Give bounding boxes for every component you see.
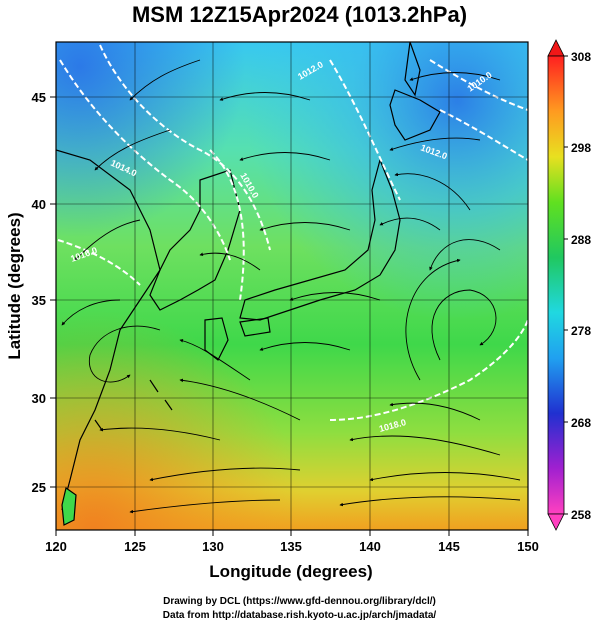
x-axis-title: Longitude (degrees)	[209, 562, 372, 581]
y-tick-labels: 25 30 35 40 45	[32, 90, 46, 495]
colorbar-top-cap	[547, 39, 565, 57]
y-axis-title: Latitude (degrees)	[5, 212, 24, 359]
x-tick-label: 135	[280, 539, 302, 554]
plot-frame	[55, 41, 529, 531]
colorbar-tick-label: 288	[571, 233, 591, 247]
colorbar-tick-label: 278	[571, 324, 591, 338]
x-tick-label: 140	[359, 539, 381, 554]
korean-peninsula	[149, 169, 241, 311]
colorbar-tick-label: 258	[571, 508, 591, 522]
y-tick-label: 45	[32, 90, 46, 105]
taiwan	[61, 487, 77, 526]
y-tick-label: 40	[32, 197, 46, 212]
streamlines	[61, 59, 521, 514]
colorbar: 308 298 288 278 268 258	[547, 39, 591, 531]
colorbar-tick-label: 298	[571, 141, 591, 155]
kyushu	[204, 317, 229, 361]
colorbar-tick-label: 308	[571, 50, 591, 64]
x-tick-label: 120	[45, 539, 67, 554]
credit-drawing: Drawing by DCL (https://www.gfd-dennou.o…	[163, 596, 436, 607]
temperature-field	[56, 42, 528, 530]
hokkaido	[389, 89, 441, 141]
x-tick-labels: 120 125 130 135 140 145 150	[45, 539, 539, 554]
y-tick-label: 25	[32, 480, 46, 495]
colorbar-bottom-cap	[547, 513, 565, 531]
colorbar-tick-label: 268	[571, 416, 591, 430]
x-tick-label: 145	[438, 539, 460, 554]
shikoku	[239, 317, 271, 337]
sakhalin	[404, 42, 421, 97]
graticule	[56, 42, 528, 530]
y-tick-label: 35	[32, 293, 46, 308]
honshu	[239, 158, 401, 321]
axis-ticks	[50, 96, 529, 536]
x-tick-label: 150	[517, 539, 539, 554]
china-coast	[56, 149, 161, 511]
colorbar-scale	[547, 55, 565, 515]
credit-data-source: Data from http://database.rish.kyoto-u.a…	[162, 610, 437, 621]
x-tick-label: 125	[124, 539, 146, 554]
y-tick-label: 30	[32, 391, 46, 406]
x-tick-label: 130	[202, 539, 224, 554]
map-title: MSM 12Z15Apr2024 (1013.2hPa)	[131, 2, 468, 27]
